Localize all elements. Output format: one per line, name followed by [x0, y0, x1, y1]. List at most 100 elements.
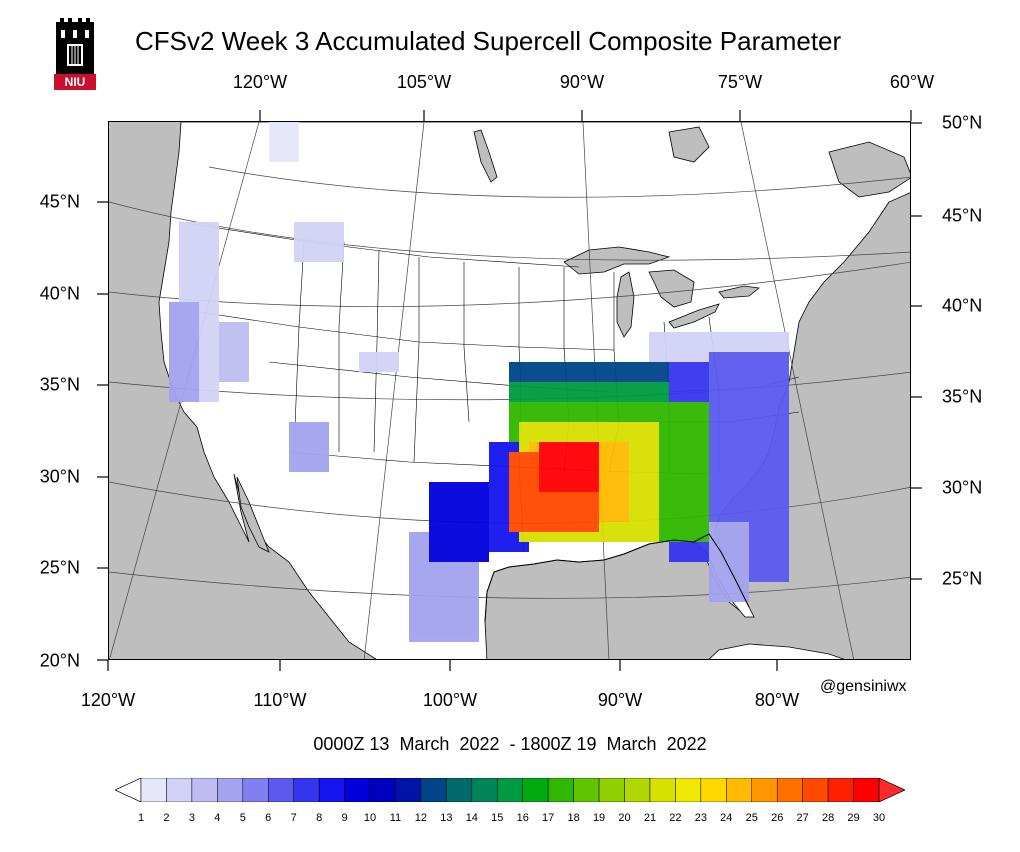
credit-label: @gensiniwx — [820, 678, 907, 695]
colorbar-label: 9 — [341, 812, 348, 824]
colorbar-label: 20 — [618, 812, 631, 824]
colorbar-label: 18 — [567, 812, 580, 824]
right-lat-label: 30°N — [942, 477, 983, 498]
colorbar-box — [318, 778, 345, 802]
colorbar-label: 8 — [316, 812, 323, 824]
colorbar-box — [217, 778, 244, 802]
chart-title: CFSv2 Week 3 Accumulated Supercell Compo… — [135, 26, 842, 56]
colorbar-box — [471, 778, 498, 802]
colorbar-box — [242, 778, 269, 802]
colorbar-box — [751, 778, 778, 802]
lake-winnipeg — [473, 129, 498, 183]
colorbar-box — [573, 778, 600, 802]
colorbar-box — [802, 778, 829, 802]
right-lat-label: 35°N — [942, 386, 983, 407]
cuba — [708, 643, 845, 659]
tower-icon — [52, 16, 98, 90]
colorbar-box — [369, 778, 396, 802]
lake-michigan — [616, 271, 635, 338]
colorbar-box — [598, 778, 625, 802]
bottom-lon-label: 90°W — [597, 690, 643, 710]
bottom-lon-label: 110°W — [253, 690, 307, 710]
colorbar-box — [547, 778, 574, 802]
colorbar-label: 26 — [771, 812, 784, 824]
colorbar-box — [344, 778, 371, 802]
colorbar-label: 19 — [592, 812, 606, 824]
left-lat-label: 25°N — [39, 557, 80, 578]
hudson-bay — [668, 126, 710, 163]
colorbar-label: 2 — [163, 812, 170, 824]
colorbar-label: 12 — [414, 812, 428, 824]
colorbar-box — [776, 778, 803, 802]
colorbar-label: 10 — [363, 812, 377, 824]
right-lat-label: 50°N — [942, 112, 983, 133]
scp-shading — [169, 122, 789, 642]
colorbar-label: 23 — [694, 812, 707, 824]
top-lon-label: 90°W — [559, 72, 605, 92]
niu-logo: NIU — [52, 16, 98, 90]
lake-huron — [648, 269, 695, 308]
colorbar-label: 5 — [239, 812, 246, 824]
right-lat-label: 40°N — [942, 295, 983, 316]
colorbar-box — [497, 778, 523, 802]
colorbar-box — [191, 778, 218, 802]
right-lat-label: 25°N — [942, 568, 983, 589]
map-panel — [108, 121, 911, 660]
gulf-coastline — [484, 533, 750, 623]
colorbar-box — [166, 778, 193, 802]
colorbar-low-triangle — [115, 778, 142, 802]
colorbar-box — [140, 778, 167, 802]
colorbar — [115, 778, 905, 802]
colorbar-box — [293, 778, 320, 802]
colorbar-label: 4 — [214, 812, 221, 824]
colorbar-label: 27 — [796, 812, 809, 824]
colorbar-label: 16 — [516, 812, 529, 824]
colorbar-label: 21 — [643, 812, 657, 824]
colorbar-label: 13 — [440, 812, 453, 824]
colorbar-label: 7 — [290, 812, 297, 824]
left-lat-label: 45°N — [39, 191, 80, 212]
colorbar-box — [726, 778, 753, 802]
colorbar-label: 30 — [872, 812, 886, 824]
colorbar-high-triangle — [878, 778, 905, 802]
colorbar-box — [675, 778, 702, 802]
colorbar-box — [446, 778, 473, 802]
colorbar-box — [624, 778, 651, 802]
top-lon-label: 105°W — [396, 72, 452, 92]
top-lon-label: 120°W — [232, 72, 288, 92]
colorbar-label: 6 — [265, 812, 272, 824]
right-lat-label: 45°N — [942, 205, 983, 226]
bottom-lon-label: 80°W — [754, 690, 800, 710]
colorbar-box — [395, 778, 422, 802]
colorbar-box — [522, 778, 549, 802]
colorbar-label: 11 — [389, 812, 402, 824]
colorbar-label: 29 — [847, 812, 860, 824]
top-lon-label: 60°W — [889, 72, 935, 92]
date-range: 0000Z 13 March 2022 - 1800Z 19 March 202… — [313, 734, 707, 754]
lake-erie — [668, 303, 720, 329]
colorbar-label: 24 — [720, 812, 733, 824]
colorbar-label: 1 — [137, 812, 145, 824]
gulf-of-california — [236, 476, 270, 553]
colorbar-box — [827, 778, 854, 802]
tick-marks — [97, 110, 922, 671]
colorbar-label: 3 — [188, 812, 195, 824]
bottom-lon-label: 120°W — [80, 690, 136, 710]
colorbar-box — [649, 778, 676, 802]
logo-text: NIU — [64, 75, 86, 89]
colorbar-label: 28 — [821, 812, 835, 824]
colorbar-box — [267, 778, 294, 802]
colorbar-label: 22 — [669, 812, 682, 824]
lake-ontario — [718, 285, 760, 299]
left-lat-label: 35°N — [39, 374, 80, 395]
left-lat-label: 30°N — [39, 466, 80, 487]
colorbar-label: 17 — [542, 812, 555, 824]
colorbar-label: 25 — [745, 812, 758, 824]
left-lat-label: 20°N — [39, 650, 80, 671]
colorbar-label: 15 — [491, 812, 504, 824]
left-lat-label: 40°N — [39, 283, 80, 304]
colorbar-box — [700, 778, 727, 802]
top-lon-label: 75°W — [717, 72, 763, 92]
map-canvas — [109, 122, 910, 659]
colorbar-box — [420, 778, 447, 802]
